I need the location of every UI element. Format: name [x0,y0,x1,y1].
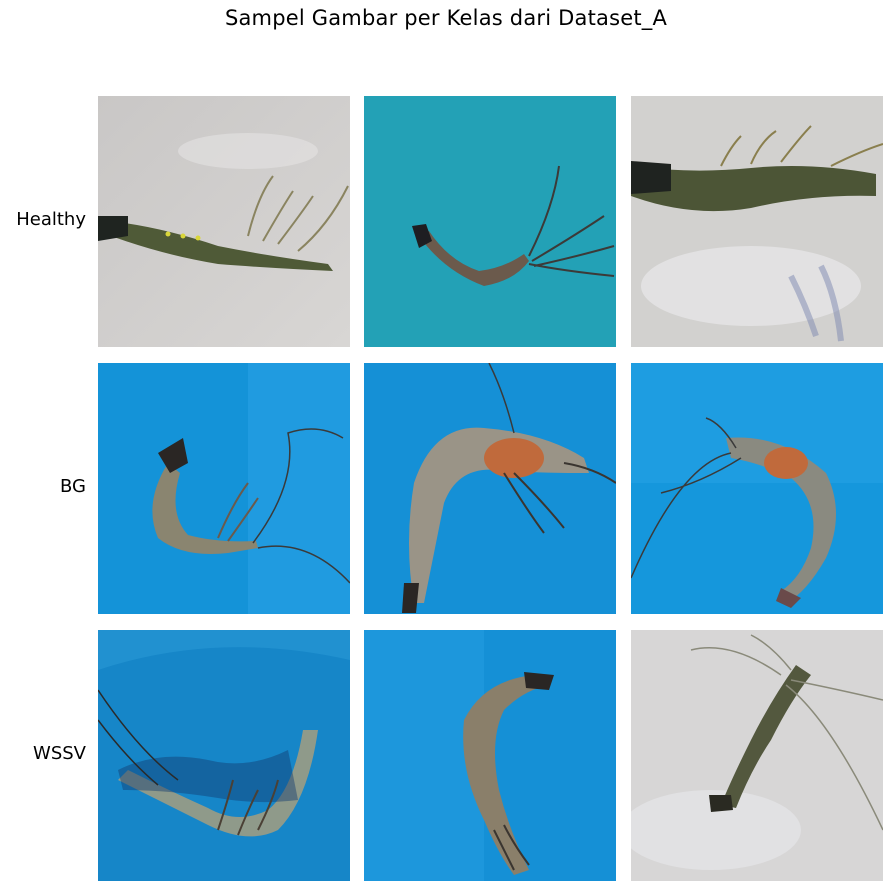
shrimp-photo [631,96,883,347]
sample-image-healthy-3 [631,96,883,347]
sample-image-wssv-2 [364,630,616,881]
sample-image-wssv-1 [98,630,350,881]
figure-title: Sampel Gambar per Kelas dari Dataset_A [224,6,668,30]
shrimp-photo [631,630,883,881]
row-label-healthy: Healthy [16,209,86,230]
shrimp-photo [631,363,883,614]
sample-image-bg-1 [98,363,350,614]
sample-image-bg-2 [364,363,616,614]
sample-image-healthy-2 [364,96,616,347]
shrimp-photo [98,363,350,614]
sample-image-wssv-3 [631,630,883,881]
sample-image-healthy-1 [98,96,350,347]
shrimp-photo [364,96,616,347]
row-label-wssv: WSSV [33,743,86,764]
shrimp-photo [98,96,350,347]
row-label-bg: BG [60,476,86,497]
shrimp-photo [364,630,616,881]
sample-image-bg-3 [631,363,883,614]
shrimp-photo [364,363,616,614]
shrimp-photo [98,630,350,881]
